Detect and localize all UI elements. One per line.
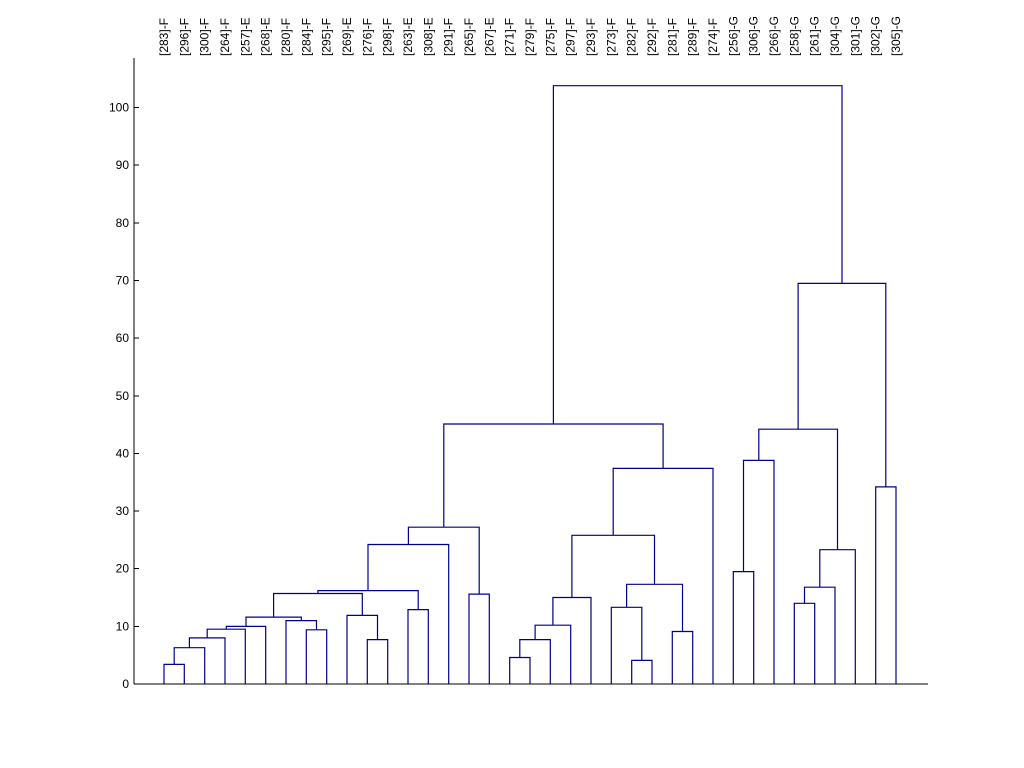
- leaf-label: [257]-E: [238, 17, 252, 56]
- dendrogram-link-33: [875, 486, 897, 684]
- leaf-label: [302]-G: [869, 16, 883, 56]
- dendrogram-link-20: [631, 659, 653, 684]
- y-tick-label: 0: [122, 677, 129, 691]
- dendrogram-link-27: [732, 571, 755, 684]
- y-tick-label: 60: [116, 331, 130, 345]
- y-tick-label: 50: [116, 389, 130, 403]
- leaf-label: [306]-G: [747, 16, 761, 56]
- dendrogram-link-24: [571, 534, 656, 598]
- leaf-label: [283]-F: [157, 18, 171, 56]
- leaf-label: [284]-F: [299, 18, 313, 56]
- leaf-label: [289]-F: [686, 18, 700, 56]
- dendrogram-link-7: [245, 616, 302, 627]
- dendrogram-link-2: [188, 637, 226, 684]
- leaf-label: [266]-G: [767, 16, 781, 56]
- dendrogram-link-4: [225, 625, 267, 684]
- dendrogram-link-17: [519, 639, 551, 684]
- leaf-label: [273]-F: [604, 18, 618, 56]
- leaf-label: [258]-G: [787, 16, 801, 56]
- dendrogram-link-31: [819, 549, 856, 684]
- leaf-label: [282]-F: [625, 18, 639, 56]
- dendrogram-link-15: [407, 526, 480, 595]
- leaf-label: [298]-F: [381, 18, 395, 56]
- dendrogram-link-22: [671, 630, 694, 684]
- y-tick-label: 100: [109, 101, 129, 115]
- y-tick-label: 20: [116, 562, 130, 576]
- dendrogram-link-11: [273, 592, 363, 618]
- dendrogram-link-34: [797, 282, 887, 487]
- leaf-label: [308]-E: [421, 17, 435, 56]
- leaf-label: [300]-F: [198, 18, 212, 56]
- leaf-label: [256]-G: [726, 16, 740, 56]
- dendrogram-link-0: [163, 663, 185, 684]
- leaf-label: [265]-F: [462, 18, 476, 56]
- dendrogram-link-14: [468, 593, 490, 684]
- dendrogram-link-9: [346, 614, 379, 684]
- dendrogram-link-26: [443, 423, 664, 528]
- leaf-label: [281]-F: [665, 18, 679, 56]
- dendrogram-link-1: [173, 647, 206, 684]
- dendrogram-link-35: [552, 85, 843, 424]
- dendrogram-link-25: [612, 467, 714, 684]
- leaf-label: [276]-F: [360, 18, 374, 56]
- leaf-label: [269]-E: [340, 17, 354, 56]
- leaf-label: [296]-F: [177, 18, 191, 56]
- y-tick-label: 10: [116, 619, 130, 633]
- leaf-label: [295]-F: [320, 18, 334, 56]
- y-axis-ticks: 0 10 20 30 40 50 60 70 80 90 100: [109, 101, 139, 691]
- leaf-label: [279]-F: [523, 18, 537, 56]
- dendrogram-link-10: [407, 609, 429, 684]
- leaf-label: [264]-F: [218, 18, 232, 56]
- leaf-label: [263]-E: [401, 17, 415, 56]
- axes: [133, 58, 928, 685]
- leaf-label: [267]-E: [482, 17, 496, 56]
- dendrogram-link-16: [509, 656, 531, 684]
- leaf-label: [297]-F: [564, 18, 578, 56]
- dendrogram-link-18: [534, 624, 572, 684]
- y-tick-label: 30: [116, 504, 130, 518]
- leaf-label: [291]-F: [442, 18, 456, 56]
- dendrogram-link-29: [793, 602, 816, 684]
- dendrogram-link-5: [305, 629, 328, 684]
- dendrogram-link-32: [758, 428, 839, 550]
- dendrogram-link-8: [366, 639, 389, 684]
- leaf-label: [274]-F: [706, 18, 720, 56]
- leaf-label: [293]-F: [584, 18, 598, 56]
- dendrogram-link-21: [610, 606, 643, 684]
- y-tick-label: 40: [116, 446, 130, 460]
- dendrogram-link-19: [552, 596, 592, 684]
- leaf-labels: [283]-F [296]-F [300]-F [264]-F [257]-E [268]…: [157, 16, 903, 56]
- y-tick-label: 70: [116, 274, 130, 288]
- y-tick-label: 80: [116, 216, 130, 230]
- leaf-label: [301]-G: [848, 16, 862, 56]
- dendrogram-link-23: [626, 583, 684, 632]
- leaf-label: [275]-F: [543, 18, 557, 56]
- leaf-label: [292]-F: [645, 18, 659, 56]
- leaf-label: [261]-G: [808, 16, 822, 56]
- dendrogram-link-28: [742, 459, 775, 684]
- y-tick-label: 90: [116, 158, 130, 172]
- leaf-label: [304]-G: [828, 16, 842, 56]
- leaf-label: [280]-F: [279, 18, 293, 56]
- leaf-label: [268]-E: [259, 17, 273, 56]
- leaf-label: [305]-G: [889, 16, 903, 56]
- dendrogram-links: [163, 85, 897, 684]
- leaf-label: [271]-F: [503, 18, 517, 56]
- dendrogram-link-30: [803, 586, 836, 684]
